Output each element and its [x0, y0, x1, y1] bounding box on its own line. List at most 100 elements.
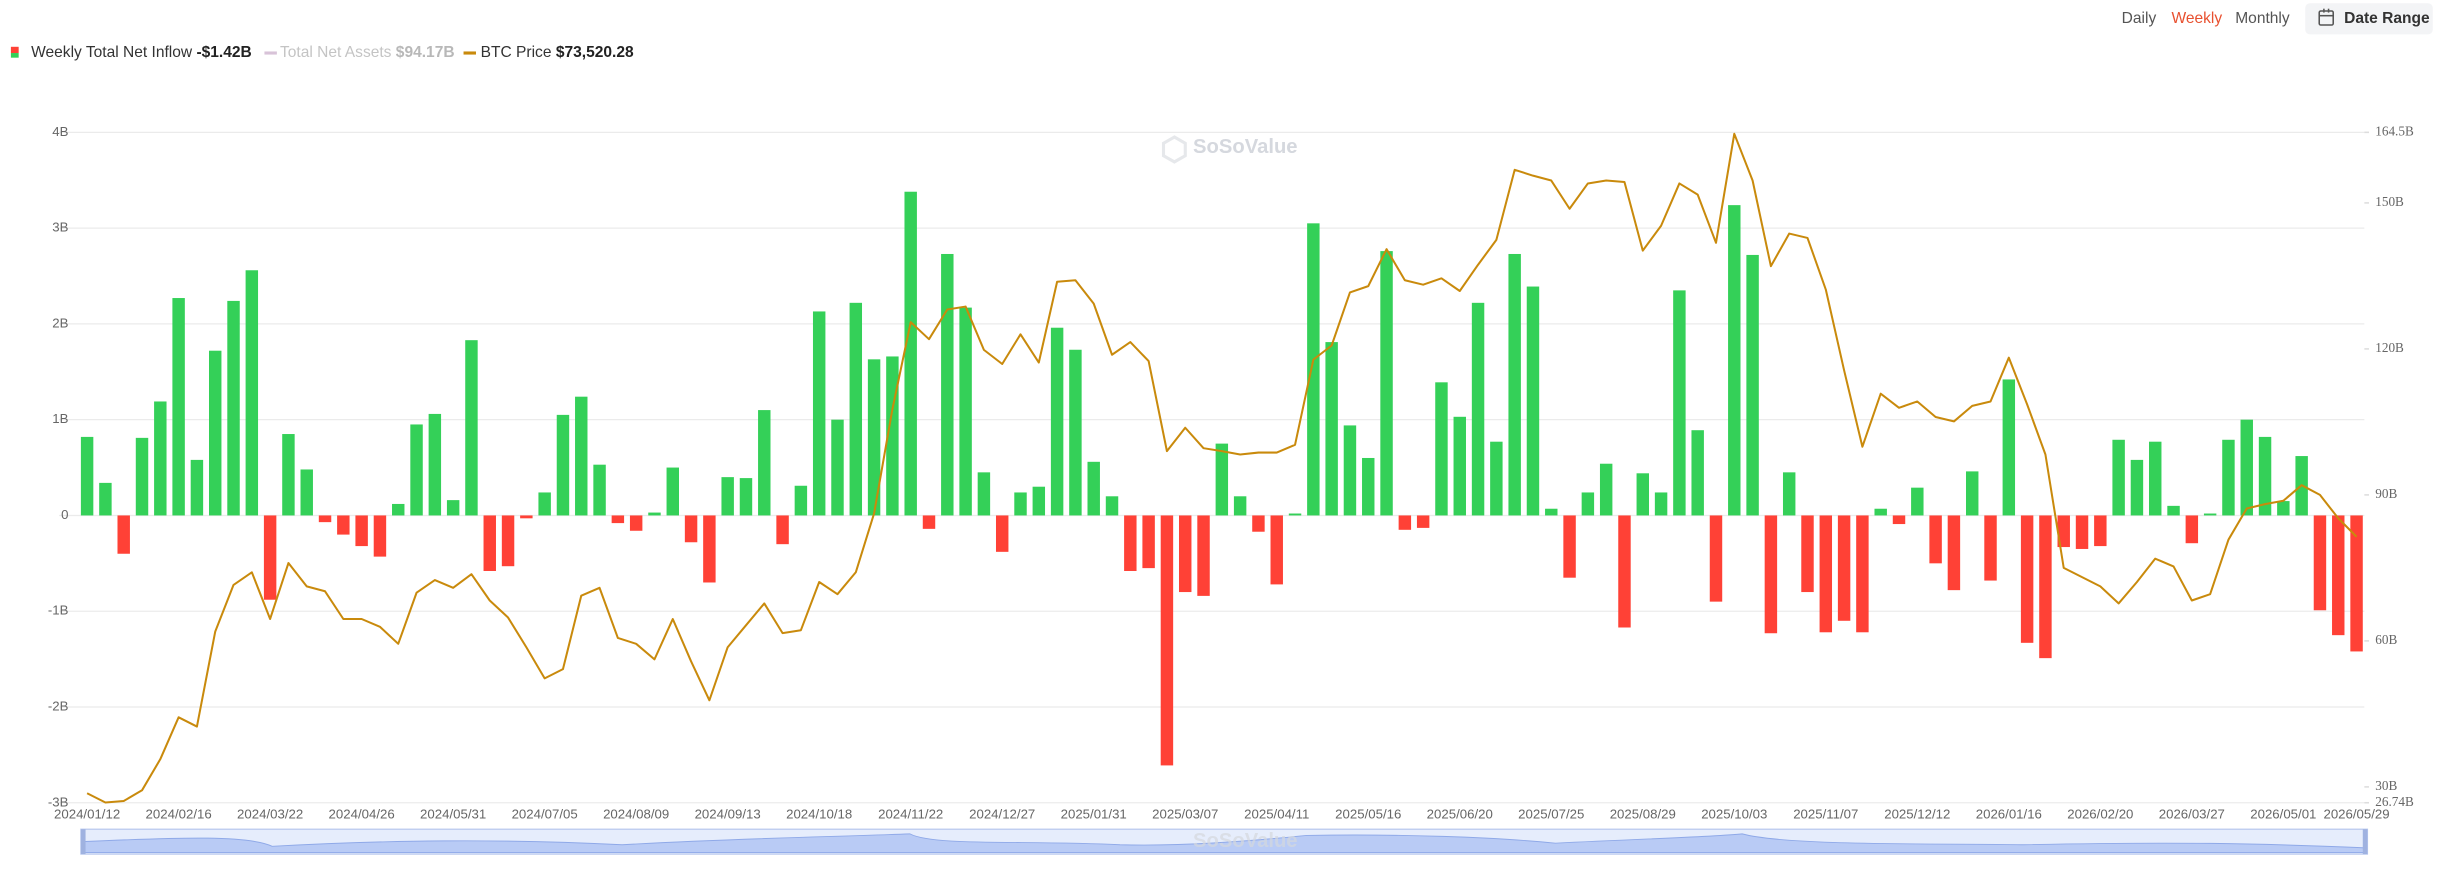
bar: [135, 437, 149, 516]
bar: [1471, 302, 1485, 516]
bar: [1782, 472, 1796, 516]
date-range-button[interactable]: [2305, 3, 2433, 35]
x-tick-label: 2024/07/05: [512, 807, 578, 822]
bar: [2039, 515, 2052, 659]
bar: [1124, 515, 1137, 571]
legend-name: Total Net Assets: [280, 44, 392, 61]
bar: [2112, 439, 2125, 516]
bar: [1362, 457, 1375, 516]
bar: [1453, 416, 1466, 516]
bar: [208, 350, 222, 516]
y2-tick-label: 120B: [2375, 340, 2404, 355]
navigator-watermark: SoSoValue: [1193, 830, 1298, 852]
date-range-label[interactable]: Date Range: [2344, 10, 2430, 27]
bar: [520, 515, 533, 519]
y2-tick-label: 26.74B: [2375, 794, 2414, 809]
bar: [190, 459, 204, 516]
period-button[interactable]: Weekly: [2171, 10, 2222, 27]
bar: [1819, 515, 1833, 633]
bar: [1490, 441, 1503, 516]
bar: [922, 515, 936, 529]
bar: [1179, 515, 1192, 593]
legend-swatch-negative: [10, 46, 19, 54]
bar: [1911, 487, 1924, 516]
bar: [721, 477, 734, 516]
bar: [1215, 443, 1229, 516]
bar: [1984, 515, 1997, 581]
x-tick-label: 2024/10/18: [786, 807, 852, 822]
bar: [2332, 515, 2345, 636]
bar: [1142, 515, 1155, 569]
period-button[interactable]: Monthly: [2235, 10, 2290, 27]
bar: [2185, 515, 2199, 544]
legend-entry[interactable]: BTC Price $73,520.28: [481, 44, 634, 61]
bar: [1654, 492, 1668, 516]
x-tick-label: 2026/05/01: [2250, 807, 2316, 822]
legend-entry[interactable]: Weekly Total Net Inflow -$1.42B: [31, 44, 252, 61]
bar: [1892, 515, 1906, 525]
bar: [501, 515, 515, 567]
bar: [1965, 471, 1979, 516]
bar: [739, 478, 753, 516]
legend-entry[interactable]: Total Net Assets $94.17B: [280, 44, 455, 61]
bar: [1288, 513, 1302, 516]
x-tick-label: 2025/10/03: [1701, 807, 1767, 822]
bar: [1673, 290, 1686, 516]
x-tick-label: 2024/08/09: [603, 807, 669, 822]
bar: [1929, 515, 1942, 564]
bar: [1014, 492, 1027, 516]
legend-swatch-positive: [10, 53, 19, 58]
x-tick-label: 2026/01/16: [1976, 807, 2042, 822]
bar: [2002, 379, 2016, 516]
y2-tick-label: 90B: [2375, 486, 2397, 501]
bar: [684, 515, 698, 543]
bar: [392, 503, 405, 516]
bar: [1545, 508, 1558, 516]
bar: [1252, 515, 1265, 532]
bar: [1508, 253, 1521, 516]
bar: [117, 515, 130, 554]
x-tick-label: 2026/02/20: [2067, 807, 2133, 822]
x-tick-label: 2025/12/12: [1884, 807, 1950, 822]
bar: [282, 434, 295, 516]
period-button[interactable]: Daily: [2122, 10, 2157, 27]
bar: [977, 472, 991, 516]
bar: [2277, 501, 2290, 516]
x-tick-label: 2025/11/07: [1793, 807, 1858, 822]
y2-tick-label: 164.5B: [2375, 123, 2414, 138]
bar: [1087, 461, 1100, 516]
bar: [611, 515, 625, 524]
bar: [2350, 515, 2363, 652]
bar: [812, 311, 826, 516]
bar: [1398, 515, 1412, 530]
bar: [2313, 515, 2327, 611]
bar: [1343, 425, 1357, 516]
x-tick-label: 2025/07/25: [1518, 807, 1584, 822]
y-tick-label: -1B: [48, 603, 69, 618]
bar: [300, 469, 313, 516]
bar: [758, 410, 771, 516]
bar: [1307, 223, 1320, 516]
bar: [1325, 342, 1338, 516]
bar: [1728, 205, 1741, 516]
bar: [245, 270, 259, 516]
calendar-icon: [2318, 8, 2335, 26]
y2-tick-label: 30B: [2375, 778, 2397, 793]
bar: [2258, 436, 2272, 516]
navigator: [80, 828, 2369, 855]
bar: [2020, 515, 2034, 643]
bar: [2094, 515, 2107, 547]
y-tick-label: 0: [61, 507, 68, 522]
bar: [172, 298, 185, 516]
y2-tick-label: 60B: [2375, 632, 2397, 647]
x-tick-label: 2025/04/11: [1244, 807, 1309, 822]
y-tick-label: -2B: [48, 698, 69, 713]
bar: [428, 413, 442, 516]
bar: [867, 359, 881, 516]
bar: [1801, 515, 1814, 593]
bar: [794, 485, 808, 516]
bar: [593, 464, 606, 516]
x-tick-label: 2024/04/26: [329, 807, 395, 822]
